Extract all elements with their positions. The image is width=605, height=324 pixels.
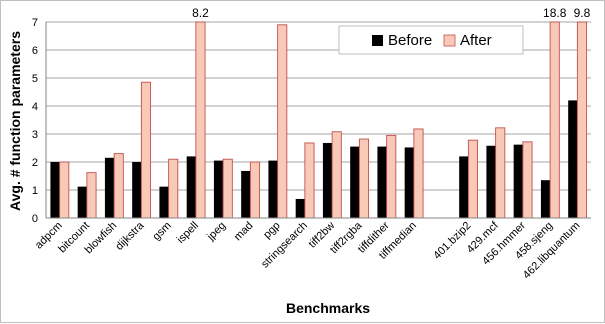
bar-after-jpeg <box>222 158 233 219</box>
data-labels: 8.2 18.8 9.8 <box>192 6 591 20</box>
data-label: 9.8 <box>574 6 591 20</box>
y-tick-label: 6 <box>32 45 38 57</box>
bar-after-tiff2rgba <box>358 138 370 219</box>
bar-after-blowfish <box>113 153 124 219</box>
legend-swatch-before <box>372 35 383 46</box>
y-tick-label: 1 <box>32 185 38 197</box>
bar-after-mad <box>249 161 261 219</box>
x-tick-label: pgp <box>261 220 282 241</box>
legend-swatch-after <box>443 34 456 47</box>
y-tick-label: 5 <box>32 73 38 85</box>
bar-after-dijkstra <box>140 81 152 219</box>
bar-before-pgp <box>268 160 278 218</box>
bar-before-mad <box>241 170 251 218</box>
bar-before-jpeg <box>213 160 224 218</box>
data-label: 8.2 <box>192 6 209 20</box>
bar-before-bitcount <box>77 186 87 218</box>
legend: Before After <box>338 25 524 55</box>
bar-after-tiff2bw <box>331 131 342 219</box>
x-tick-label: mad <box>232 220 256 244</box>
bar-before-401-bzip2 <box>459 156 469 218</box>
y-tick-label: 3 <box>32 129 38 141</box>
x-tick-label: ispell <box>175 220 201 246</box>
legend-box <box>338 25 524 55</box>
bar-after-429-mcf <box>495 127 506 219</box>
bar-before-blowfish <box>104 157 115 218</box>
bar-before-tiff2rgba <box>350 146 360 218</box>
bar-after-adpcm <box>59 161 70 219</box>
y-axis-label: Avg. # function parameters <box>7 31 23 211</box>
bar-before-tiffmedian <box>404 147 414 218</box>
bar-after-458-sjeng <box>549 21 560 219</box>
bar-after-stringsearch <box>304 142 315 219</box>
y-tick-label: 2 <box>32 157 38 169</box>
bar-after-pgp <box>277 24 288 219</box>
bar-after-456-hmmer <box>522 141 533 219</box>
y-tick-label: 4 <box>32 101 38 113</box>
y-tick-label: 0 <box>32 213 38 225</box>
bars <box>50 21 588 219</box>
bar-after-tiffmedian <box>413 128 424 219</box>
x-tick-label: jpeg <box>204 220 228 244</box>
x-tick-label: gsm <box>151 220 174 243</box>
bar-before-adpcm <box>50 162 60 218</box>
bar-before-462-libquantum <box>568 100 578 218</box>
bar-after-ispell <box>195 21 206 219</box>
bar-after-462-libquantum <box>576 21 588 219</box>
bar-after-tiffdither <box>386 134 397 219</box>
bar-before-456-hmmer <box>513 144 523 218</box>
bar-after-bitcount <box>86 172 97 219</box>
y-tick-label: 7 <box>32 17 38 29</box>
legend-label-after: After <box>460 32 492 49</box>
x-tick-label: dijkstra <box>113 219 147 253</box>
bar-after-401-bzip2 <box>467 139 479 219</box>
x-axis-label: Benchmarks <box>286 300 370 316</box>
x-tick-label: 401.bzip2 <box>431 220 473 262</box>
axes <box>45 22 591 219</box>
bar-before-429-mcf <box>486 145 496 218</box>
bar-before-stringsearch <box>295 198 305 218</box>
bar-before-ispell <box>186 156 196 218</box>
bar-before-gsm <box>159 186 169 218</box>
bar-before-tiffdither <box>377 146 387 218</box>
bar-before-dijkstra <box>132 162 142 218</box>
data-label: 18.8 <box>543 6 567 20</box>
bar-before-tiff2bw <box>322 142 333 218</box>
bar-after-gsm <box>168 158 179 219</box>
legend-label-before: Before <box>388 32 432 49</box>
bar-before-458-sjeng <box>540 180 551 218</box>
